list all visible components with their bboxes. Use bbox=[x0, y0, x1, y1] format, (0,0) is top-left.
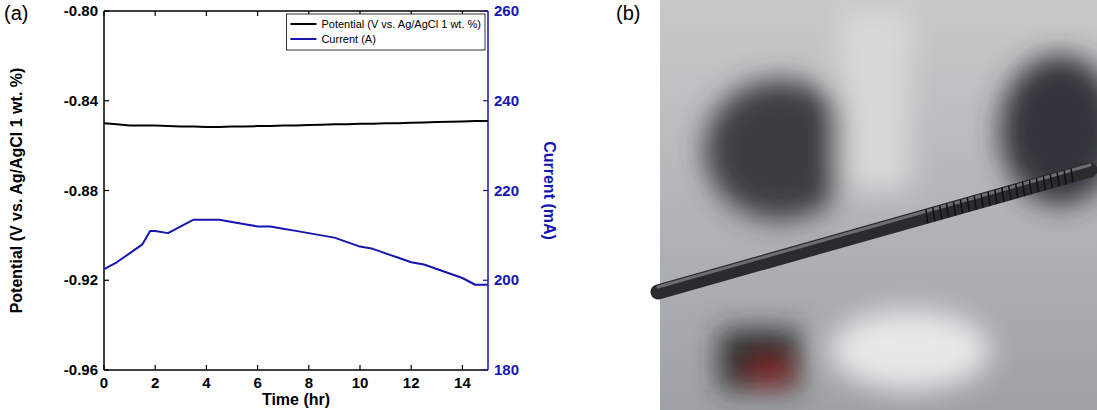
rod-thread bbox=[940, 205, 942, 219]
y2-tick bbox=[483, 10, 488, 11]
x-tick-top bbox=[257, 11, 258, 16]
photo-background bbox=[660, 0, 1097, 410]
y2-tick bbox=[483, 369, 488, 370]
blur-shape bbox=[840, 10, 910, 190]
y-tick-label: -0.84 bbox=[64, 92, 99, 109]
rod-thread bbox=[933, 207, 935, 221]
y-tick-label: -0.92 bbox=[64, 271, 98, 288]
blur-shape bbox=[720, 330, 800, 390]
y2-tick-label: 240 bbox=[494, 92, 519, 109]
x-tick-label: 14 bbox=[454, 374, 471, 391]
x-tick-label: 12 bbox=[403, 374, 420, 391]
rod-thread bbox=[1036, 178, 1038, 192]
y-axis-title: Potential (V vs. Ag/AgCl 1 wt. %) bbox=[8, 68, 25, 314]
series-line bbox=[104, 220, 488, 285]
blur-shape bbox=[705, 80, 855, 220]
rod-thread bbox=[1043, 176, 1045, 190]
y2-axis-title: Current (mA) bbox=[541, 141, 558, 240]
x-tick bbox=[462, 365, 463, 370]
rod bbox=[658, 170, 1090, 292]
rod-thread bbox=[1064, 170, 1066, 184]
y-tick-label: -0.88 bbox=[64, 182, 98, 199]
rod-thread bbox=[1030, 180, 1032, 194]
y-tick bbox=[104, 369, 109, 370]
x-tick-label: 8 bbox=[305, 374, 313, 391]
rod-thread bbox=[981, 194, 983, 208]
y-tick-label: -0.80 bbox=[64, 2, 98, 19]
rod-thread bbox=[1009, 186, 1011, 200]
y-tick bbox=[104, 10, 109, 11]
y2-tick bbox=[483, 100, 488, 101]
rod-thread bbox=[1071, 168, 1073, 182]
rod-thread bbox=[1057, 172, 1059, 186]
x-tick-label: 4 bbox=[202, 374, 211, 391]
rod-thread bbox=[995, 190, 997, 204]
y2-tick-label: 180 bbox=[494, 361, 519, 378]
x-tick-top bbox=[103, 11, 104, 16]
series-line bbox=[104, 121, 488, 127]
x-tick bbox=[206, 365, 207, 370]
rod-thread bbox=[1002, 188, 1004, 202]
rod-thread bbox=[953, 202, 955, 216]
rod-thread bbox=[967, 198, 969, 212]
x-tick bbox=[257, 365, 258, 370]
rod-thread bbox=[988, 192, 990, 206]
rod-thread bbox=[1023, 182, 1025, 196]
y2-tick-label: 260 bbox=[494, 2, 519, 19]
rod-thread bbox=[926, 209, 928, 223]
x-axis-title: Time (hr) bbox=[262, 391, 330, 408]
legend-label: Potential (V vs. Ag/AgCl 1 wt. %) bbox=[321, 18, 481, 30]
y-tick bbox=[104, 100, 109, 101]
x-tick bbox=[103, 365, 104, 370]
photo bbox=[658, 0, 1097, 410]
rod-thread bbox=[974, 196, 976, 210]
rod-thread bbox=[1050, 174, 1052, 188]
y2-tick-label: 200 bbox=[494, 271, 519, 288]
x-tick bbox=[359, 365, 360, 370]
x-axis-line bbox=[104, 369, 488, 371]
legend-swatch bbox=[290, 23, 316, 25]
x-tick-label: 6 bbox=[253, 374, 261, 391]
y2-tick-label: 220 bbox=[494, 182, 519, 199]
panel-label: (b) bbox=[616, 2, 640, 24]
frame-top bbox=[104, 10, 488, 12]
legend-box bbox=[286, 14, 485, 50]
x-tick bbox=[155, 365, 156, 370]
rod-thread bbox=[1016, 184, 1018, 198]
rod-thread bbox=[947, 204, 949, 218]
rod-highlight bbox=[658, 165, 1090, 287]
blur-shape bbox=[830, 310, 990, 390]
x-tick-label: 10 bbox=[352, 374, 369, 391]
x-tick bbox=[308, 365, 309, 370]
y-tick bbox=[104, 190, 109, 191]
legend-swatch bbox=[290, 38, 316, 40]
rod-thread bbox=[960, 200, 962, 214]
x-tick bbox=[411, 365, 412, 370]
legend-label: Current (A) bbox=[321, 33, 375, 45]
x-tick-label: 0 bbox=[100, 374, 108, 391]
plot-lines bbox=[104, 121, 488, 285]
panel-label: (a) bbox=[4, 2, 28, 24]
x-tick-top bbox=[155, 11, 156, 16]
blur-shape bbox=[750, 365, 790, 377]
y-tick-label: -0.96 bbox=[64, 361, 98, 378]
legend: Potential (V vs. Ag/AgCl 1 wt. %) Current… bbox=[286, 14, 485, 50]
x-tick-top bbox=[206, 11, 207, 16]
figure: 0 2 4 6 8 10 12 14 -0.96 -0.92 -0.88 -0.84 -0.80 180 2… bbox=[0, 0, 1097, 410]
x-tick-label: 2 bbox=[151, 374, 159, 391]
y-tick bbox=[104, 280, 109, 281]
y2-tick bbox=[483, 280, 488, 281]
y2-tick bbox=[483, 190, 488, 191]
photo-blur bbox=[705, 10, 1097, 390]
